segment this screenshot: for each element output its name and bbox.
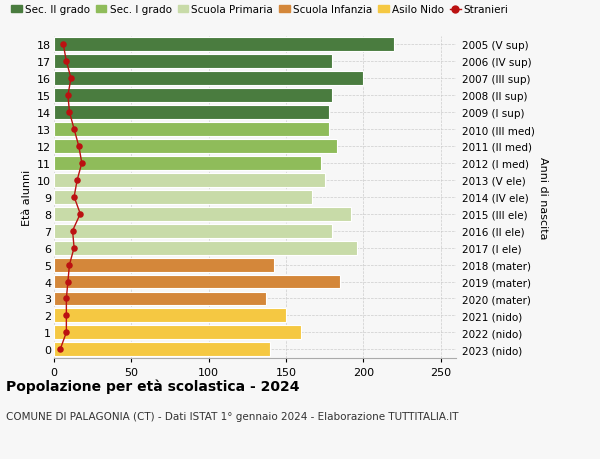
Point xyxy=(66,75,76,83)
Bar xyxy=(54,55,332,69)
Point xyxy=(70,126,79,134)
Bar xyxy=(54,123,329,137)
Point xyxy=(58,41,68,49)
Point xyxy=(62,58,71,66)
Bar xyxy=(54,89,332,103)
Bar xyxy=(54,72,363,86)
Point xyxy=(62,295,71,302)
Y-axis label: Età alunni: Età alunni xyxy=(22,169,32,225)
Point xyxy=(73,177,82,184)
Point xyxy=(76,211,85,218)
Point xyxy=(63,278,73,285)
Bar xyxy=(54,140,337,154)
Bar xyxy=(54,326,301,340)
Text: Popolazione per età scolastica - 2024: Popolazione per età scolastica - 2024 xyxy=(6,379,299,393)
Legend: Sec. II grado, Sec. I grado, Scuola Primaria, Scuola Infanzia, Asilo Nido, Stran: Sec. II grado, Sec. I grado, Scuola Prim… xyxy=(11,5,509,15)
Bar xyxy=(54,258,274,272)
Bar xyxy=(54,157,322,170)
Bar xyxy=(54,174,325,187)
Bar xyxy=(54,342,271,357)
Point xyxy=(65,261,74,269)
Bar xyxy=(54,309,286,323)
Text: COMUNE DI PALAGONIA (CT) - Dati ISTAT 1° gennaio 2024 - Elaborazione TUTTITALIA.: COMUNE DI PALAGONIA (CT) - Dati ISTAT 1°… xyxy=(6,411,458,421)
Bar xyxy=(54,241,357,255)
Y-axis label: Anni di nascita: Anni di nascita xyxy=(538,156,548,239)
Point xyxy=(65,109,74,117)
Bar xyxy=(54,190,312,204)
Bar xyxy=(54,224,332,238)
Bar xyxy=(54,275,340,289)
Bar xyxy=(54,207,351,221)
Point xyxy=(74,143,83,150)
Point xyxy=(68,228,77,235)
Point xyxy=(63,92,73,100)
Bar xyxy=(54,292,266,306)
Point xyxy=(62,312,71,319)
Point xyxy=(70,194,79,201)
Point xyxy=(70,245,79,252)
Bar xyxy=(54,38,394,52)
Point xyxy=(62,329,71,336)
Point xyxy=(77,160,86,167)
Bar xyxy=(54,106,329,120)
Point xyxy=(55,346,65,353)
